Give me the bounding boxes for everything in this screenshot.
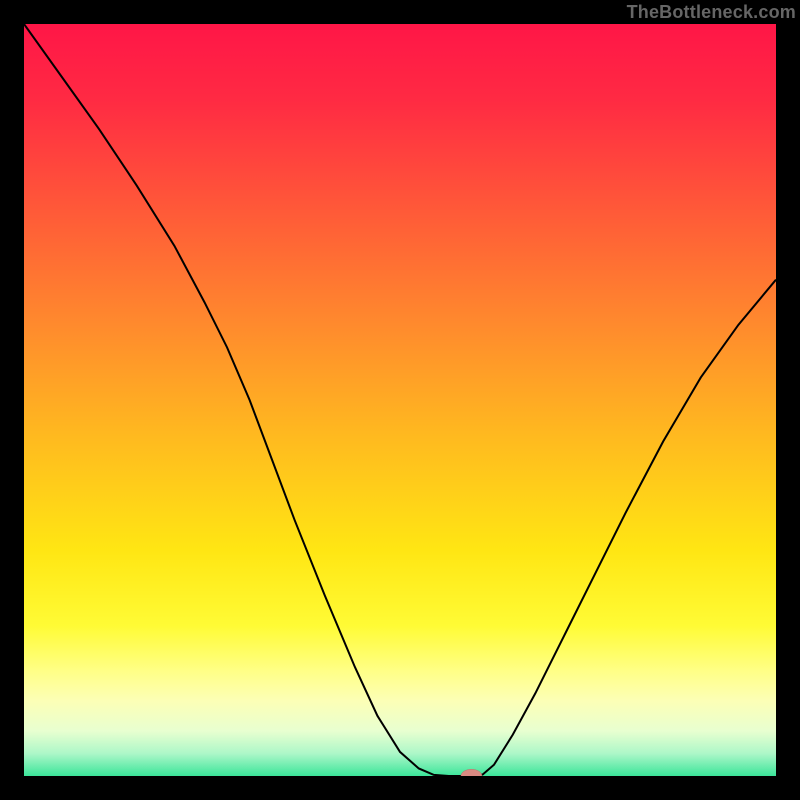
chart-svg <box>24 24 776 776</box>
branding-label: TheBottleneck.com <box>627 2 796 23</box>
bottleneck-chart <box>24 24 776 776</box>
chart-background-rect <box>24 24 776 776</box>
